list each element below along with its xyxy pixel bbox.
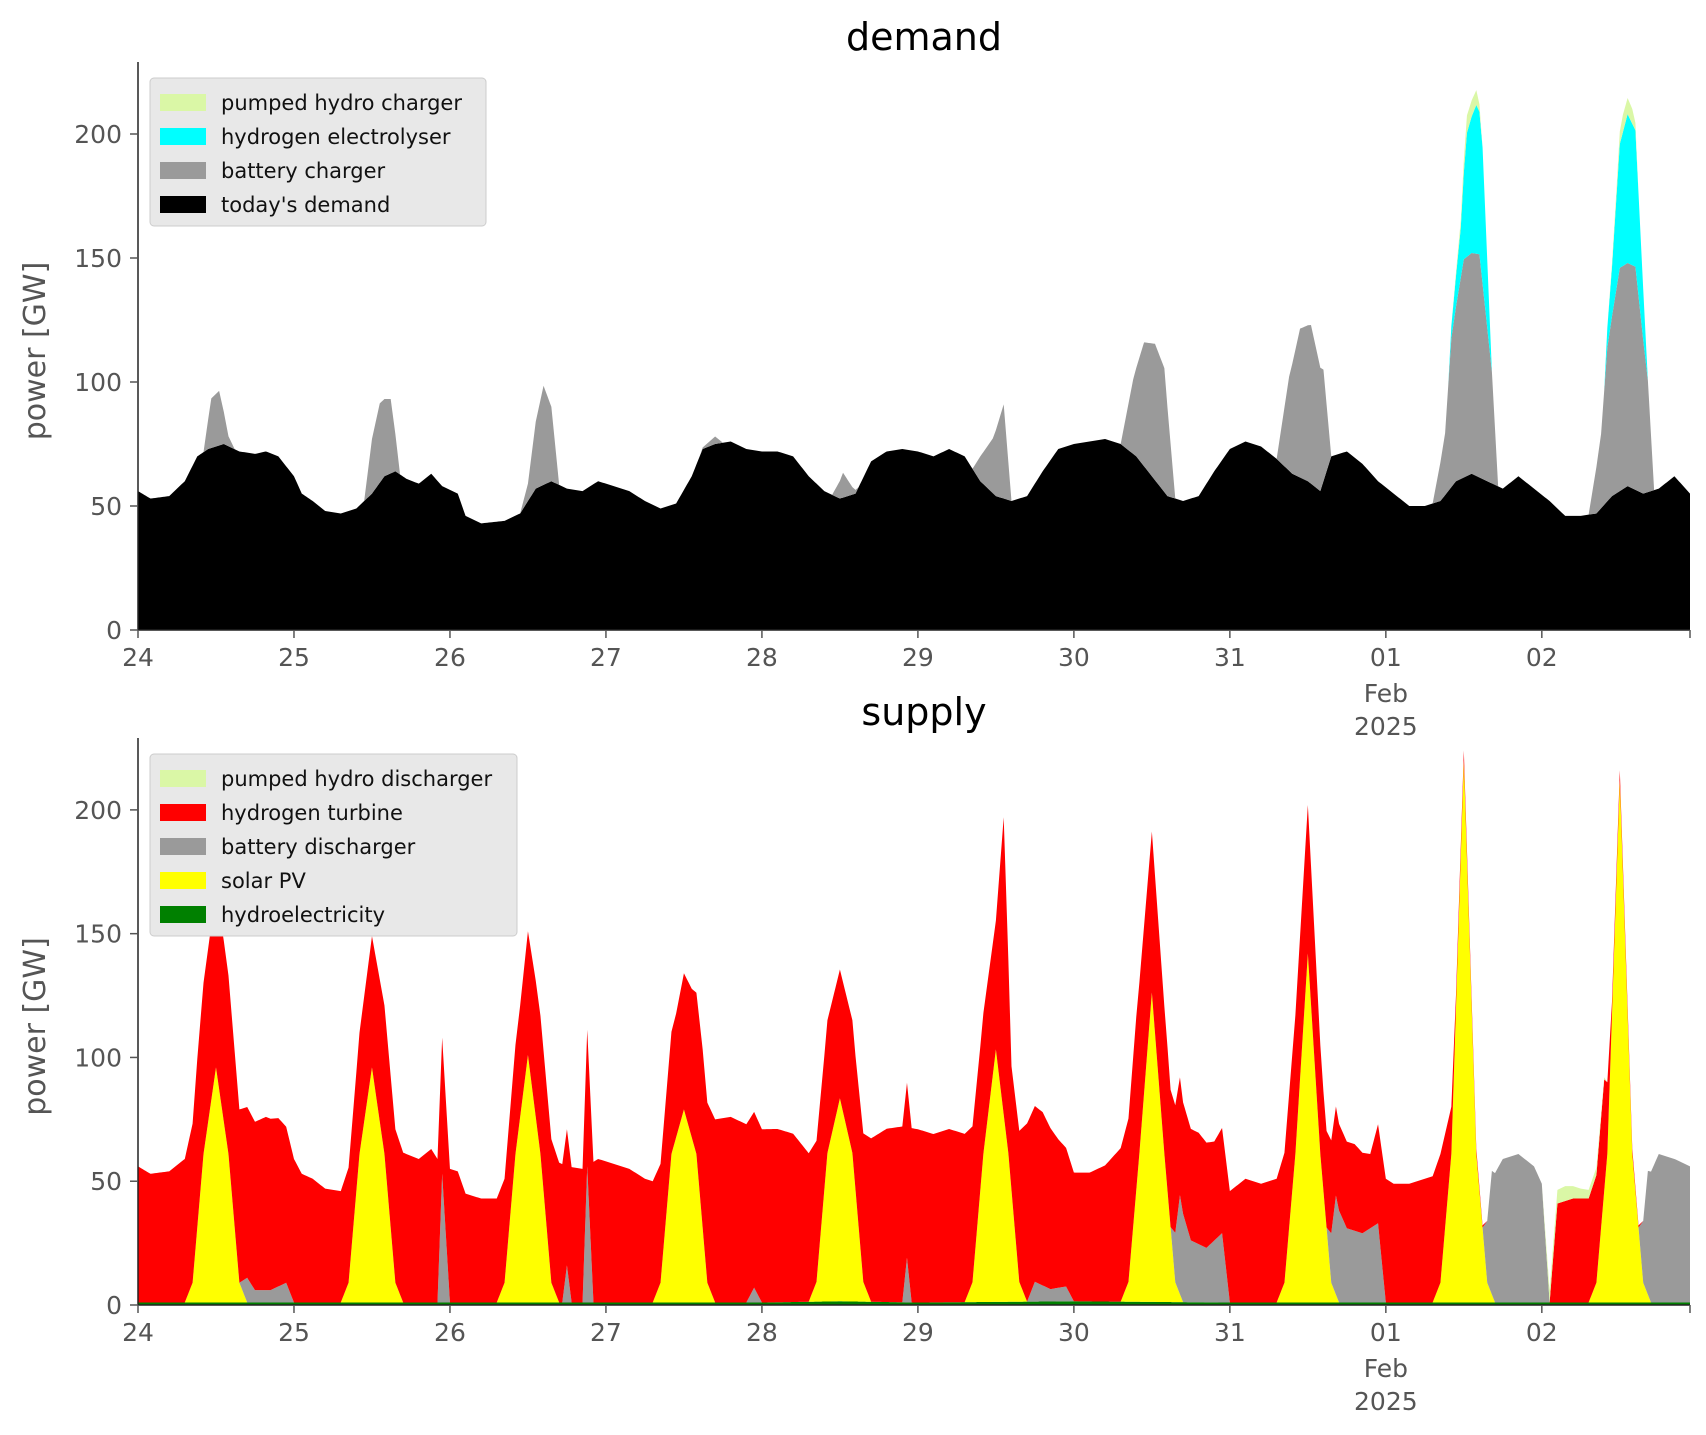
legend: pumped hydro discharger hydrogen turbine b… bbox=[149, 753, 518, 937]
x-tick-label: 27 bbox=[590, 643, 622, 672]
legend-swatch-hydroelectricity bbox=[160, 906, 206, 923]
chart-title: demand bbox=[846, 15, 1002, 59]
y-tick-label: 150 bbox=[74, 244, 122, 273]
y-tick-label: 200 bbox=[74, 796, 122, 825]
legend-swatch-battery-discharger bbox=[160, 838, 206, 855]
x-tick-label: 25 bbox=[278, 1318, 310, 1347]
x-tick-label: 28 bbox=[746, 643, 778, 672]
chart-title: supply bbox=[861, 690, 986, 734]
x-tick-label: 29 bbox=[902, 643, 934, 672]
legend-label: hydroelectricity bbox=[221, 903, 385, 927]
x-tick-month: Feb bbox=[1364, 679, 1408, 708]
legend-swatch-battery-charger bbox=[160, 162, 206, 179]
x-tick-label: 25 bbox=[278, 643, 310, 672]
x-tick-label: 27 bbox=[590, 1318, 622, 1347]
area-layers bbox=[138, 90, 1690, 630]
legend-label: battery discharger bbox=[221, 835, 416, 859]
legend-label: pumped hydro discharger bbox=[221, 767, 492, 791]
x-tick-label: 24 bbox=[122, 643, 154, 672]
legend-swatch-pumped-hydro-charger bbox=[160, 94, 206, 111]
x-tick-label: 24 bbox=[122, 1318, 154, 1347]
x-tick-label: 30 bbox=[1058, 643, 1090, 672]
demand-panel: demand 0 50 100 150 200 24 25 26 27 28 29 30 31 01 Feb 2… bbox=[18, 15, 1691, 741]
y-axis-label: power [GW] bbox=[18, 262, 53, 441]
y-tick-label: 0 bbox=[106, 1291, 122, 1320]
legend-swatch-today-s-demand bbox=[160, 196, 206, 213]
area-battery-charger bbox=[138, 253, 1690, 524]
legend-box bbox=[149, 77, 487, 227]
x-tick-month: Feb bbox=[1364, 1354, 1408, 1383]
x-tick-label: 26 bbox=[434, 643, 466, 672]
y-axis-label: power [GW] bbox=[18, 937, 53, 1116]
area-solar-pv bbox=[138, 760, 1690, 1303]
x-tick-label: 02 bbox=[1526, 643, 1558, 672]
x-tick-label: 02 bbox=[1526, 1318, 1558, 1347]
x-tick-label: 29 bbox=[902, 1318, 934, 1347]
y-tick-label: 0 bbox=[106, 616, 122, 645]
legend-swatch-solar-pv bbox=[160, 872, 206, 889]
x-tick-label: 31 bbox=[1214, 643, 1246, 672]
area-today-s-demand bbox=[138, 439, 1690, 630]
legend-swatch-hydrogen-turbine bbox=[160, 804, 206, 821]
x-tick-year: 2025 bbox=[1354, 1387, 1418, 1416]
area-hydrogen-turbine bbox=[138, 750, 1690, 1303]
x-tick-label: 01 bbox=[1370, 643, 1402, 672]
legend-label: hydrogen electrolyser bbox=[221, 125, 451, 149]
y-tick-label: 100 bbox=[74, 1043, 122, 1072]
legend-label: battery charger bbox=[221, 159, 386, 183]
x-tick-label: 30 bbox=[1058, 1318, 1090, 1347]
legend-swatch-pumped-hydro-discharger bbox=[160, 770, 206, 787]
legend-label: hydrogen turbine bbox=[221, 801, 403, 825]
legend-label: today's demand bbox=[221, 193, 390, 217]
y-tick-label: 50 bbox=[90, 1167, 122, 1196]
y-tick-label: 50 bbox=[90, 492, 122, 521]
x-tick-label: 01 bbox=[1370, 1318, 1402, 1347]
supply-panel: supply 0 50 100 150 200 24 25 26 27 28 29 30 31 01 Feb 2… bbox=[18, 690, 1691, 1416]
x-tick-label: 28 bbox=[746, 1318, 778, 1347]
area-layers bbox=[138, 750, 1690, 1305]
x-tick-label: 26 bbox=[434, 1318, 466, 1347]
legend-label: solar PV bbox=[221, 869, 306, 893]
x-tick-label: 31 bbox=[1214, 1318, 1246, 1347]
y-tick-label: 100 bbox=[74, 368, 122, 397]
legend-box bbox=[149, 753, 518, 937]
area-hydroelectricity bbox=[138, 1301, 1690, 1305]
legend-label: pumped hydro charger bbox=[221, 91, 462, 115]
x-tick-year: 2025 bbox=[1354, 712, 1418, 741]
legend-swatch-hydrogen-electrolyser bbox=[160, 128, 206, 145]
y-tick-label: 200 bbox=[74, 120, 122, 149]
legend: pumped hydro charger hydrogen electrolyse… bbox=[149, 77, 487, 227]
y-tick-label: 150 bbox=[74, 920, 122, 949]
area-battery-discharger bbox=[138, 760, 1690, 1303]
